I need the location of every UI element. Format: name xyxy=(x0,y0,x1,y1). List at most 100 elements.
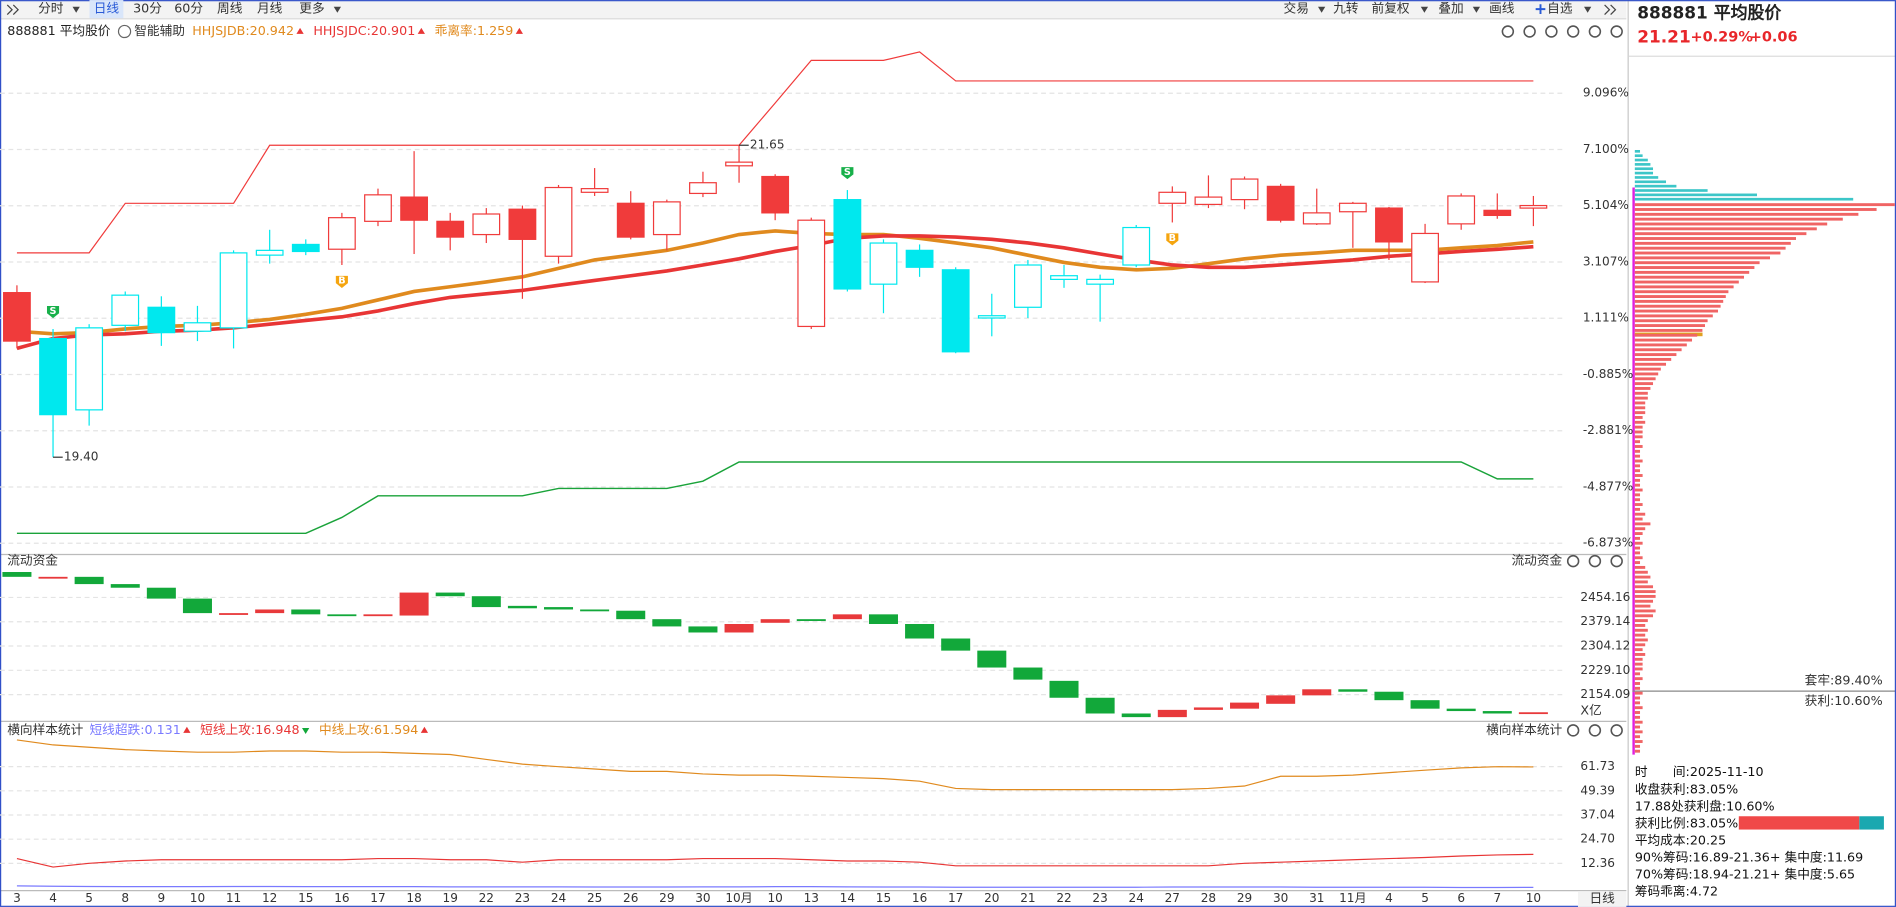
chip-bar-profit xyxy=(1634,314,1713,318)
y-tick-label: 2304.12 xyxy=(1580,639,1630,653)
panel-icon[interactable] xyxy=(1523,25,1536,38)
candle-body xyxy=(255,249,284,256)
candle-body xyxy=(111,294,140,326)
arrow-icon xyxy=(183,726,191,733)
chip-bar-trapped xyxy=(1634,167,1654,171)
candle-body xyxy=(3,292,31,342)
y-tick-label: 2154.09 xyxy=(1580,687,1630,701)
chip-bar-profit xyxy=(1634,667,1643,671)
toolbar-tab[interactable]: 月线 xyxy=(257,1,283,16)
assist-label[interactable]: 智能辅助 xyxy=(134,23,185,38)
x-tick-label: 14 xyxy=(840,891,855,905)
flow-bar xyxy=(905,623,935,639)
chip-bar-profit xyxy=(1634,682,1641,685)
chip-bar-profit xyxy=(1634,701,1641,705)
chip-bar-profit xyxy=(1634,507,1641,511)
chip-bar-profit xyxy=(1634,478,1641,482)
chip-bar-profit xyxy=(1634,401,1646,405)
flow-bar xyxy=(363,614,393,617)
x-tick-label: 25 xyxy=(587,891,602,905)
chip-bar-profit xyxy=(1634,541,1643,545)
stat-line: 90%筹码:16.89-21.36+ 集中度:11.69 xyxy=(1635,849,1863,864)
chip-bar-profit xyxy=(1634,416,1643,419)
chip-bar-profit xyxy=(1634,599,1654,603)
panel-icon[interactable] xyxy=(1545,25,1558,38)
candle-body xyxy=(183,322,212,332)
series-line xyxy=(16,853,1534,868)
toolbar-button[interactable]: 九转 xyxy=(1333,1,1359,16)
chip-bar-profit xyxy=(1634,309,1719,313)
flow-bar xyxy=(146,587,176,599)
toolbar-button[interactable]: 前复权 xyxy=(1372,1,1410,16)
flow-bar xyxy=(1410,700,1440,709)
chip-bar-profit xyxy=(1634,241,1791,245)
panel-icon[interactable] xyxy=(1588,554,1602,568)
toolbar-tab[interactable]: 分时 xyxy=(38,1,64,16)
panel-icon[interactable] xyxy=(1588,724,1602,737)
toolbar-tab[interactable]: 60分 xyxy=(174,1,203,16)
signal-label: B xyxy=(338,276,345,287)
flow-bar xyxy=(652,619,682,627)
toolbar-tab[interactable]: 更多 xyxy=(299,1,324,16)
toolbar-button[interactable]: 叠加 xyxy=(1438,1,1463,16)
indicator-value: 乖离率:1.259 xyxy=(435,23,514,38)
toolbar-tab[interactable]: 日线 xyxy=(94,1,120,16)
panel-icon[interactable] xyxy=(1610,724,1623,737)
collapse-icon[interactable] xyxy=(1604,4,1617,15)
toolbar-tab[interactable]: 30分 xyxy=(133,1,162,16)
chip-bar-profit xyxy=(1634,715,1641,719)
expand-icon[interactable] xyxy=(6,4,19,15)
panel-icon[interactable] xyxy=(1566,25,1580,38)
flow-bar xyxy=(507,605,537,609)
indicator-line xyxy=(16,229,1534,336)
toolbar-button[interactable]: 画线 xyxy=(1489,1,1515,16)
flow-bar xyxy=(796,619,826,621)
chip-bar-profit xyxy=(1634,261,1760,265)
assist-icon[interactable] xyxy=(117,24,132,39)
x-tick-label: 27 xyxy=(1165,891,1180,905)
chip-bar-profit xyxy=(1634,270,1750,274)
panel-title: 横向样本统计 xyxy=(1486,722,1562,737)
flow-bar xyxy=(1482,711,1512,714)
signal-label: S xyxy=(50,306,57,317)
chip-bar-profit xyxy=(1634,382,1654,386)
flow-bar xyxy=(868,614,898,624)
chip-bar-trapped xyxy=(1634,189,1708,192)
stat-line: 时 间:2025-11-10 xyxy=(1635,764,1764,779)
chip-bar-profit xyxy=(1634,367,1661,371)
chip-bar-profit xyxy=(1634,503,1643,506)
panel-icon[interactable] xyxy=(1501,25,1515,38)
toolbar-button[interactable]: 交易 xyxy=(1284,1,1309,16)
chip-bar-profit xyxy=(1634,711,1641,714)
x-tick-label: 10 xyxy=(190,891,205,905)
chip-bar-profit xyxy=(1634,744,1641,748)
symbol-label: 888881 平均股价 xyxy=(7,23,111,38)
flow-bar xyxy=(182,598,212,614)
x-tick-label: 20 xyxy=(984,891,999,905)
panel-icon[interactable] xyxy=(1610,25,1623,38)
x-tick-label: 10 xyxy=(767,891,782,905)
candle-body xyxy=(1122,226,1151,266)
chip-bar-profit xyxy=(1634,406,1646,410)
panel-icon[interactable] xyxy=(1566,554,1580,568)
chip-bar-trapped xyxy=(1634,163,1651,166)
add-icon[interactable] xyxy=(1535,4,1546,14)
chip-bar-profit xyxy=(1634,575,1651,579)
toolbar-button[interactable]: 自选 xyxy=(1547,1,1573,16)
chip-bar-trapped xyxy=(1634,154,1643,158)
chip-bar-profit xyxy=(1634,474,1643,477)
flow-bar xyxy=(1085,697,1115,714)
flow-bar xyxy=(1013,667,1043,680)
panel-icon[interactable] xyxy=(1610,554,1623,568)
panel-icon[interactable] xyxy=(1588,25,1602,38)
toolbar-tab[interactable]: 周线 xyxy=(217,1,243,16)
x-tick-label: 4 xyxy=(1385,891,1393,905)
panel-icon[interactable] xyxy=(1566,724,1580,737)
dropdown-icon xyxy=(1472,6,1481,13)
chip-bar-profit xyxy=(1634,527,1646,531)
x-tick-label: 16 xyxy=(912,891,927,905)
active-tab-bg xyxy=(89,0,124,19)
chip-bar-profit xyxy=(1634,425,1643,429)
